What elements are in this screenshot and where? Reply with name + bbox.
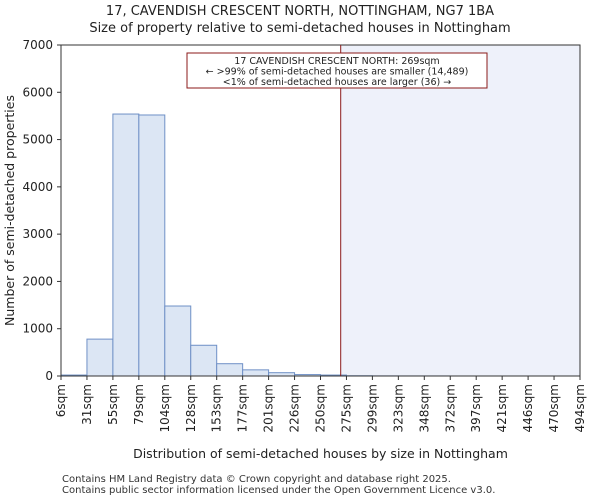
x-tick-label: 6sqm [54,384,68,417]
histogram-bar [86,338,114,377]
y-tick-label: 7000 [22,38,53,52]
chart-title: 17, CAVENDISH CRESCENT NORTH, NOTTINGHAM… [105,4,495,19]
y-axis-label: Number of semi-detached properties [2,95,17,326]
y-tick-label: 1000 [22,322,53,336]
x-tick-label: 55sqm [106,384,120,425]
y-tick-label: 5000 [22,133,53,147]
x-tick-label: 421sqm [495,384,509,432]
histogram-bar [190,344,218,377]
annotation-line2: ← >99% of semi-detached houses are small… [206,67,469,78]
y-tick-label: 4000 [22,180,53,194]
x-tick-label: 31sqm [80,384,94,425]
larger-region-shade [340,45,580,376]
x-tick-label: 226sqm [288,384,302,432]
x-tick-label: 372sqm [443,384,457,432]
x-tick-label: 104sqm [158,384,172,432]
y-tick-label: 3000 [22,227,53,241]
annotation-line1: 17 CAVENDISH CRESCENT NORTH: 269sqm [234,56,439,67]
x-tick-label: 299sqm [365,384,379,432]
footer-line-1: Contains HM Land Registry data © Crown c… [62,474,451,485]
x-tick-label: 177sqm [236,384,250,432]
x-tick-label: 128sqm [184,384,198,432]
histogram-bar [164,305,192,377]
x-axis-label: Distribution of semi-detached houses by … [133,446,508,461]
x-tick-label: 397sqm [469,384,483,432]
x-tick-label: 446sqm [521,384,535,432]
x-tick-label: 250sqm [314,384,328,432]
x-tick-label: 323sqm [391,384,405,432]
x-tick-label: 79sqm [132,384,146,425]
x-tick-label: 348sqm [417,384,431,432]
footer-line-2: Contains public sector information licen… [62,485,496,496]
histogram-bar [138,114,166,377]
histogram-bar [242,369,270,377]
y-tick-label: 0 [45,369,53,383]
x-tick-label: 494sqm [573,384,587,432]
histogram-bar [216,363,244,377]
chart-subtitle: Size of property relative to semi-detach… [89,21,511,36]
y-tick-label: 2000 [22,274,53,288]
y-tick-label: 6000 [22,85,53,99]
x-tick-label: 153sqm [210,384,224,432]
annotation-line3: <1% of semi-detached houses are larger (… [223,77,451,88]
x-tick-label: 470sqm [547,384,561,432]
x-tick-label: 201sqm [262,384,276,432]
annotation-box [186,52,488,89]
x-tick-label: 275sqm [339,384,353,432]
histogram-chart: 0 1000 2000 3000 4000 5000 6000 7000 6sqm 31sqm 55… [2,38,587,461]
histogram-bar [112,113,140,377]
